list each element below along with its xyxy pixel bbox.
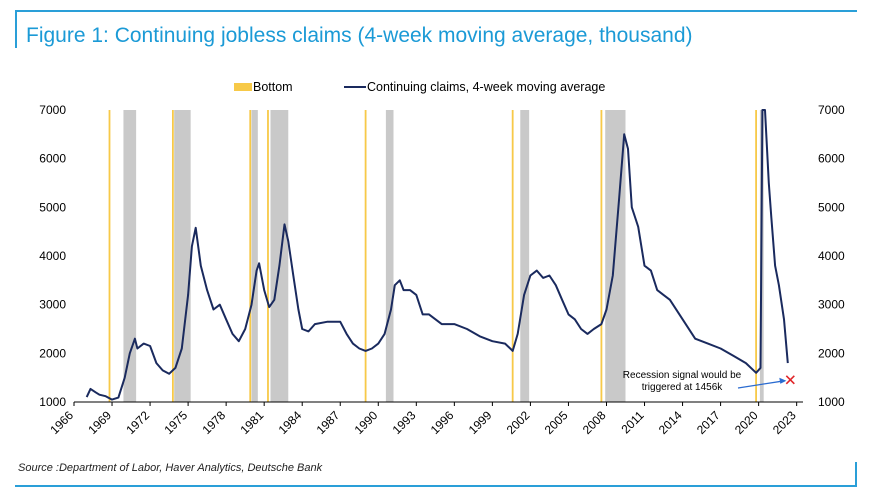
frame-bottom-border xyxy=(15,485,857,487)
y-tick-left-6: 7000 xyxy=(39,103,66,117)
line-chart: Bottom Continuing claims, 4-week moving a… xyxy=(39,80,845,437)
bottom-line-1 xyxy=(171,110,174,402)
y-tick-left-0: 1000 xyxy=(39,395,66,409)
frame-right-border xyxy=(855,462,857,487)
bottom-line-3 xyxy=(267,110,269,402)
x-tick-label-2: 1972 xyxy=(123,408,152,437)
x-tick-label-6: 1984 xyxy=(276,408,305,437)
x-tick-label-16: 2014 xyxy=(656,408,685,437)
recession-shading xyxy=(123,110,764,402)
chart-title: Figure 1: Continuing jobless claims (4-w… xyxy=(26,24,693,47)
bottom-markers xyxy=(108,110,757,402)
x-tick-label-4: 1978 xyxy=(199,408,228,437)
y-tick-left-3: 4000 xyxy=(39,249,66,263)
x-tick-label-0: 1966 xyxy=(47,408,76,437)
y-tick-right-5: 6000 xyxy=(818,152,845,166)
bottom-line-0 xyxy=(108,110,111,402)
frame-left-border xyxy=(15,10,17,48)
x-tick-label-10: 1996 xyxy=(428,408,457,437)
y-tick-left-2: 3000 xyxy=(39,298,66,312)
legend-swatch-bottom xyxy=(234,83,252,91)
x-tick-label-17: 2017 xyxy=(694,408,723,437)
y-tick-left-1: 2000 xyxy=(39,346,66,360)
bottom-line-7 xyxy=(755,110,757,402)
recession-band-0 xyxy=(123,110,137,402)
y-tick-right-0: 1000 xyxy=(818,395,845,409)
annotation-arrowhead xyxy=(779,377,787,384)
recession-band-5 xyxy=(520,110,530,402)
x-tick-label-12: 2002 xyxy=(504,408,533,437)
annotation-text-line-0: Recession signal would be xyxy=(623,370,742,381)
recession-band-2 xyxy=(251,110,258,402)
signal-marker-b xyxy=(785,375,795,385)
x-tick-label-19: 2023 xyxy=(770,408,799,437)
y-tick-right-1: 2000 xyxy=(818,346,845,360)
x-tick-label-13: 2005 xyxy=(542,408,571,437)
recession-band-3 xyxy=(270,110,289,402)
x-tick-label-7: 1987 xyxy=(314,408,343,437)
x-tick-label-8: 1990 xyxy=(352,408,381,437)
x-tick-label-15: 2011 xyxy=(618,408,646,436)
x-tick-label-3: 1975 xyxy=(161,408,190,437)
x-tick-label-14: 2008 xyxy=(580,408,609,437)
y-tick-right-3: 4000 xyxy=(818,249,845,263)
source-note: Source :Department of Labor, Haver Analy… xyxy=(18,462,323,474)
x-tick-label-5: 1981 xyxy=(238,408,267,437)
recession-band-1 xyxy=(174,110,191,402)
y-tick-right-2: 3000 xyxy=(818,298,845,312)
legend-label-line: Continuing claims, 4-week moving average xyxy=(367,80,605,94)
y-tick-right-6: 7000 xyxy=(818,103,845,117)
series-layer xyxy=(85,109,789,401)
annotation-arrow xyxy=(737,380,785,389)
bottom-line-2 xyxy=(249,110,252,402)
x-tick-label-1: 1969 xyxy=(85,408,114,437)
y-tick-right-4: 5000 xyxy=(818,200,845,214)
axes: 1000 1000 2000 2000 3000 3000 4000 4000 5000 5000… xyxy=(39,103,845,437)
frame-top-border xyxy=(15,10,857,12)
recession-band-4 xyxy=(385,110,394,402)
x-tick-label-9: 1993 xyxy=(390,408,419,437)
series-line-0 xyxy=(85,109,789,401)
legend: Bottom Continuing claims, 4-week moving a… xyxy=(234,80,605,94)
bottom-line-6 xyxy=(600,110,603,402)
bottom-line-4 xyxy=(364,110,367,402)
y-tick-left-4: 5000 xyxy=(39,200,66,214)
x-tick-label-18: 2020 xyxy=(732,408,761,437)
y-tick-left-5: 6000 xyxy=(39,152,66,166)
bottom-line-5 xyxy=(511,110,514,402)
x-tick-label-11: 1999 xyxy=(466,408,495,437)
annotation-text-line-1: triggered at 1456k xyxy=(642,382,724,393)
legend-label-bottom: Bottom xyxy=(253,80,293,94)
